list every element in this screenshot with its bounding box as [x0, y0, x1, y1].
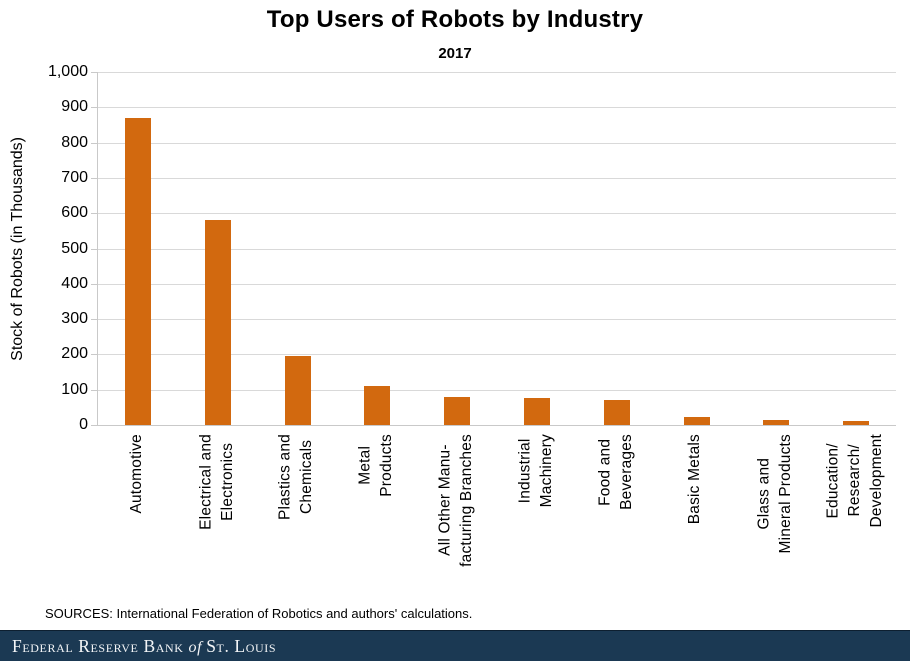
- gridline: [98, 72, 896, 73]
- x-category-slot: Education/ Research/ Development: [815, 430, 895, 608]
- y-tick-mark: [91, 177, 98, 179]
- y-tick-mark: [91, 72, 98, 73]
- x-category-slot: Basic Metals: [656, 430, 736, 608]
- gridline: [98, 177, 896, 179]
- fed-wordmark-part2: St. Louis: [206, 635, 277, 656]
- chart-title: Top Users of Robots by Industry: [266, 6, 644, 33]
- y-tick-mark: [91, 425, 98, 426]
- gridline: [98, 389, 896, 391]
- bar: [843, 421, 870, 425]
- x-category-slot: Electrical and Electronics: [177, 430, 257, 608]
- y-tick-mark: [91, 213, 98, 215]
- bar: [284, 356, 311, 425]
- x-category-slot: Automotive: [97, 430, 177, 608]
- y-tick-label: 1,000: [47, 63, 88, 80]
- y-tick-label: 800: [61, 133, 88, 151]
- x-category-label: Metal Products: [356, 434, 396, 497]
- y-tick-label: 900: [61, 98, 88, 116]
- x-category-label: Food and Beverages: [596, 434, 635, 510]
- gridline: [98, 283, 896, 285]
- y-tick-label: 200: [61, 345, 88, 363]
- x-category-label: Plastics and Chemicals: [276, 434, 316, 520]
- x-category-slot: Plastics and Chemicals: [257, 430, 337, 608]
- y-tick-label: 300: [61, 310, 88, 328]
- y-tick-mark: [91, 248, 98, 250]
- y-tick-mark: [91, 319, 98, 321]
- y-tick-mark: [91, 107, 98, 109]
- x-category-slot: Food and Beverages: [576, 430, 656, 608]
- bar: [683, 416, 710, 425]
- fed-wordmark-of: of: [188, 638, 203, 656]
- x-category-label: All Other Manu- facturing Branches: [436, 434, 476, 567]
- fed-footer-bar: Federal Reserve Bank of St. Louis: [0, 630, 910, 661]
- bar: [603, 399, 630, 425]
- bar: [763, 420, 790, 425]
- x-category-label: Industrial Machinery: [516, 434, 555, 508]
- fed-wordmark-part1: Federal Reserve Bank: [12, 635, 184, 656]
- y-tick-mark: [91, 354, 98, 356]
- bar: [444, 396, 471, 425]
- y-tick-mark: [91, 283, 98, 285]
- y-tick-mark: [91, 142, 98, 144]
- bar: [124, 117, 151, 425]
- x-category-slot: Industrial Machinery: [496, 430, 576, 608]
- x-category-label: Glass and Mineral Products: [755, 434, 795, 554]
- y-tick-label: 100: [61, 380, 88, 398]
- y-tick-label: 500: [61, 239, 88, 257]
- y-tick-label: 400: [61, 274, 88, 292]
- bar: [523, 397, 550, 425]
- y-tick-label: 0: [79, 416, 88, 433]
- chart-subtitle: 2017: [438, 45, 472, 62]
- x-category-slot: Glass and Mineral Products: [735, 430, 815, 608]
- x-category-label: Basic Metals: [686, 434, 704, 525]
- gridline: [98, 107, 896, 109]
- x-category-slot: All Other Manu- facturing Branches: [416, 430, 496, 608]
- y-axis-tick-labels: 1,000 900 800 700 600 500 400 300 200 100 0: [0, 63, 88, 433]
- y-tick-mark: [91, 389, 98, 391]
- x-category-label: Education/ Research/ Development: [824, 434, 885, 528]
- gridline: [98, 354, 896, 356]
- bar: [364, 386, 391, 425]
- bar: [204, 220, 231, 425]
- x-category-label: Electrical and Electronics: [197, 434, 236, 530]
- gridline: [98, 213, 896, 215]
- fed-footer-wordmark: Federal Reserve Bank of St. Louis: [12, 636, 276, 657]
- x-category-label: Automotive: [128, 434, 146, 514]
- plot-area: [91, 72, 896, 426]
- sources-note: SOURCES: International Federation of Rob…: [45, 606, 473, 621]
- x-category-slot: Metal Products: [336, 430, 416, 608]
- y-tick-label: 600: [61, 204, 88, 222]
- x-axis-labels: Automotive Electrical and Electronics Plas…: [97, 430, 895, 608]
- y-tick-label: 700: [61, 168, 88, 186]
- gridline: [98, 248, 896, 250]
- gridline: [98, 142, 896, 144]
- gridline: [98, 319, 896, 321]
